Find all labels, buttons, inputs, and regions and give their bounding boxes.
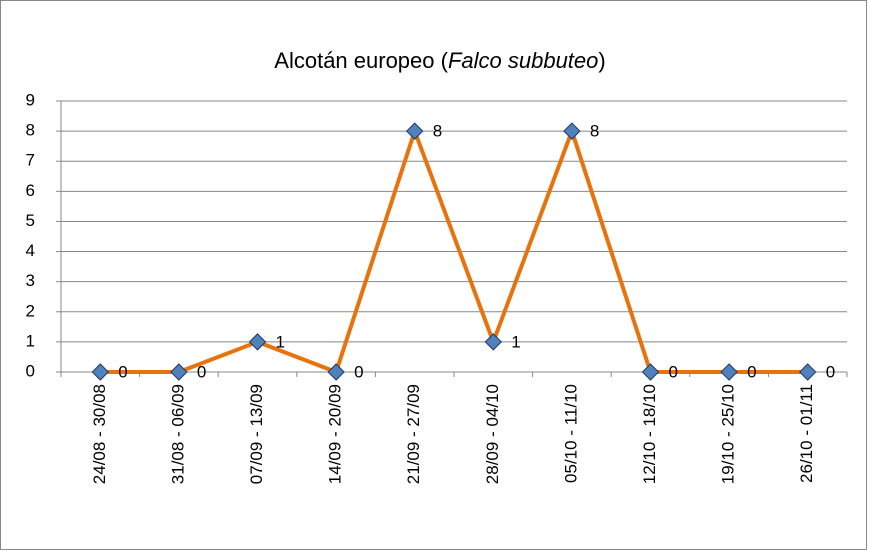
data-label: 0 xyxy=(354,362,363,381)
data-point xyxy=(798,363,817,381)
data-label: 0 xyxy=(669,362,678,381)
x-tick-label: 24/08 - 30/08 xyxy=(90,384,109,484)
title-part: Alcotán europeo ( xyxy=(274,48,448,73)
data-point xyxy=(170,363,188,381)
data-point xyxy=(641,363,660,381)
chart-title: Alcotán europeo (Falco subbuteo) xyxy=(274,48,605,73)
data-point xyxy=(248,333,267,351)
x-tick-label: 14/09 - 20/09 xyxy=(326,384,345,484)
x-tick-label: 26/10 - 01/11 xyxy=(797,384,816,483)
y-tick-label: 7 xyxy=(26,151,35,170)
y-tick-label: 4 xyxy=(26,241,35,260)
y-tick-label: 1 xyxy=(26,331,35,350)
data-point xyxy=(720,363,738,381)
x-tick-label: 21/09 - 27/09 xyxy=(404,384,423,484)
y-tick-label: 9 xyxy=(26,90,35,109)
data-label: 0 xyxy=(197,362,206,381)
y-tick-label: 5 xyxy=(26,211,35,230)
x-tick-label: 31/08 - 06/09 xyxy=(168,384,187,484)
data-point xyxy=(405,122,424,140)
title-part: ) xyxy=(598,48,605,73)
data-point xyxy=(327,363,345,381)
x-tick-label: 12/10 - 18/10 xyxy=(640,384,659,484)
x-tick-label: 05/10 - 11/10 xyxy=(561,384,580,483)
y-tick-label: 6 xyxy=(26,181,35,200)
data-label: 0 xyxy=(747,362,756,381)
data-label: 8 xyxy=(433,122,442,141)
y-tick-label: 8 xyxy=(26,121,35,140)
x-tick-label: 19/10 - 25/10 xyxy=(719,384,738,484)
data-point xyxy=(484,333,503,351)
x-tick-label: 28/09 - 04/10 xyxy=(483,384,502,484)
data-label: 0 xyxy=(118,362,127,381)
data-label: 8 xyxy=(590,122,599,141)
data-point xyxy=(563,122,581,140)
y-tick-label: 2 xyxy=(26,301,35,320)
data-point xyxy=(91,363,110,381)
data-label: 1 xyxy=(511,332,520,351)
y-tick-label: 0 xyxy=(26,361,35,380)
y-tick-label: 3 xyxy=(26,271,35,290)
title-part: Falco subbuteo xyxy=(448,48,598,73)
data-label: 0 xyxy=(826,362,835,381)
x-tick-label: 07/09 - 13/09 xyxy=(247,384,266,484)
data-label: 1 xyxy=(276,332,285,351)
data-line xyxy=(100,129,808,374)
